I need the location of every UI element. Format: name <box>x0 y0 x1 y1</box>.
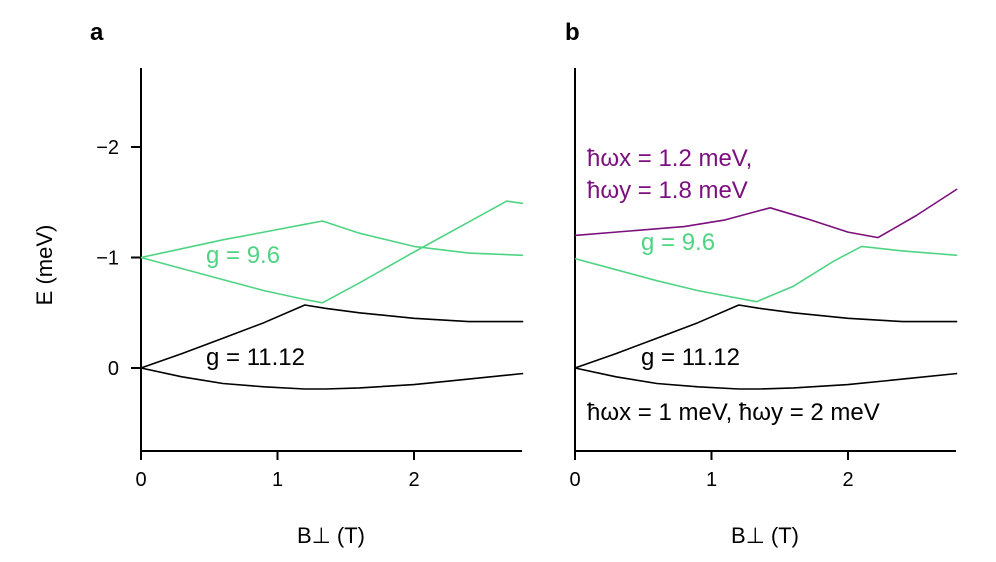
ticks-b: 0 1 2 <box>569 451 854 491</box>
y-tick-label-0: −2 <box>96 137 119 159</box>
y-tick-label-2: 0 <box>108 358 119 380</box>
annotation-g96-a: g = 9.6 <box>206 242 280 269</box>
x-tick-label-0: 0 <box>569 469 580 491</box>
annotation-omega-x-purple: ħωx = 1.2 meV, <box>587 145 752 172</box>
series-line-black-0 <box>574 367 958 390</box>
y-tick-label-1: −1 <box>96 248 119 270</box>
x-tick-label-1: 1 <box>272 469 283 491</box>
series-line-purple-3 <box>574 188 958 239</box>
series-line-black-0 <box>140 367 524 390</box>
series-line-green-2 <box>574 245 958 303</box>
x-tick-label-0: 0 <box>135 469 146 491</box>
series-line-green-2 <box>140 200 524 304</box>
ticks-a: 0 1 2 −2 −1 0 <box>96 137 419 491</box>
y-axis-title: E (meV) <box>32 225 57 306</box>
x-axis-title-b: B⊥ (T) <box>731 523 799 548</box>
x-axis-title-a: B⊥ (T) <box>297 523 365 548</box>
series-b <box>574 188 958 390</box>
x-tick-label-2: 2 <box>842 469 853 491</box>
panel-b: 0 1 2 ħωx = 1.2 meV, ħωy = 1.8 meV g = 9.6… <box>569 68 958 548</box>
annotation-omega-black: ħωx = 1 meV, ħωy = 2 meV <box>587 399 880 426</box>
series-line-black-1 <box>574 304 958 369</box>
series-a <box>140 200 524 390</box>
x-tick-label-1: 1 <box>706 469 717 491</box>
panel-a: 0 1 2 −2 −1 0 g = 9.6 g = 11.12 B⊥ (T) <box>96 68 524 548</box>
panel-label-a: a <box>90 19 104 46</box>
panel-label-b: b <box>565 19 580 46</box>
x-tick-label-2: 2 <box>408 469 419 491</box>
annotation-omega-y-purple: ħωy = 1.8 meV <box>587 177 748 204</box>
annotation-g1112-a: g = 11.12 <box>206 344 305 371</box>
annotation-g1112-b: g = 11.12 <box>641 344 740 371</box>
series-line-black-1 <box>140 304 524 369</box>
annotation-g96-b: g = 9.6 <box>641 229 715 256</box>
series-line-green-3 <box>140 220 524 259</box>
